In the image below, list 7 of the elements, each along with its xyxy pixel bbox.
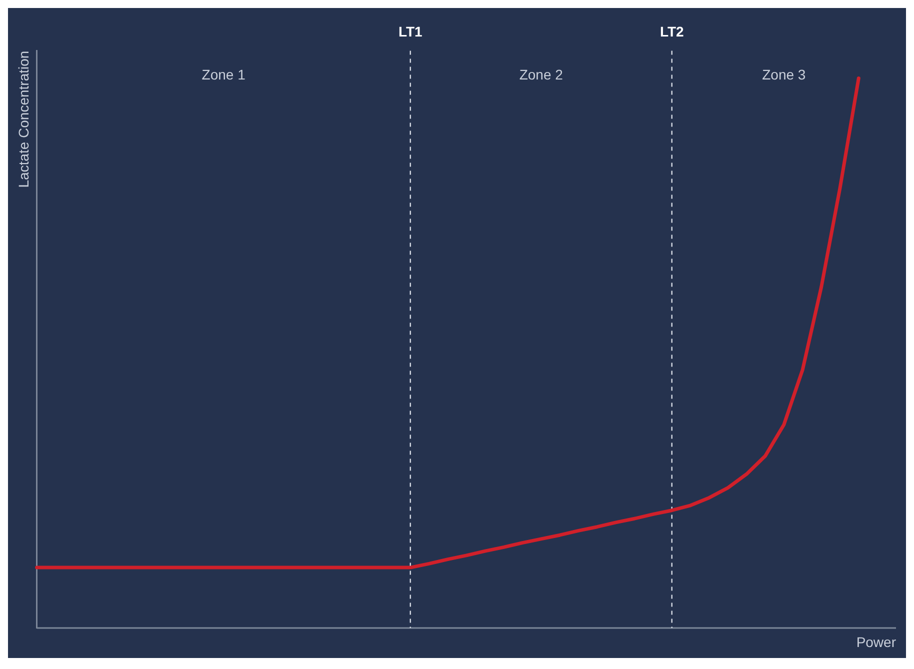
x-axis-title: Power: [856, 634, 896, 650]
annotation: Zone 3: [762, 66, 806, 83]
annotation: Zone 2: [519, 66, 564, 83]
y-axis-title: Lactate Concentration: [15, 50, 32, 188]
annotation: Zone 1: [202, 66, 246, 83]
x-tick-label: LT2: [660, 23, 684, 40]
x-tick-label: LT1: [398, 23, 422, 40]
